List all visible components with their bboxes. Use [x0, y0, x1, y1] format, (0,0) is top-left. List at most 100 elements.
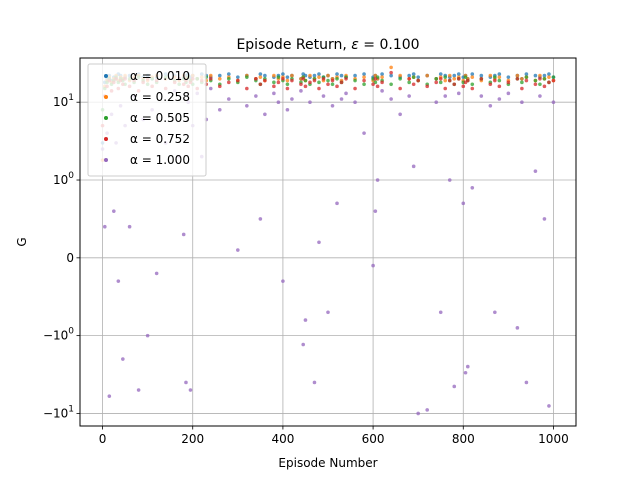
point-1000: [254, 94, 258, 98]
point-1000: [184, 380, 188, 385]
point-0010: [281, 72, 285, 76]
point-0752: [217, 84, 222, 89]
point-0505: [524, 75, 529, 79]
point-0010: [542, 73, 547, 78]
chart-title-prefix: Episode Return,: [236, 37, 351, 53]
legend-label: α = 0.752: [130, 132, 190, 146]
point-0258: [258, 75, 263, 79]
point-0752: [321, 76, 326, 81]
point-0010: [258, 72, 263, 76]
legend-label: α = 1.000: [130, 153, 190, 167]
point-1000: [276, 100, 281, 105]
point-0010: [438, 72, 443, 76]
point-1000: [330, 103, 335, 108]
point-1000: [208, 86, 213, 91]
point-0505: [330, 82, 335, 87]
point-0752: [303, 84, 308, 89]
point-0752: [312, 78, 317, 83]
legend-marker: [104, 158, 108, 162]
point-0752: [443, 86, 448, 91]
chart-title-suffix: = 0.100: [359, 37, 420, 53]
point-1000: [181, 232, 186, 237]
point-0752: [461, 84, 466, 89]
point-1000: [542, 217, 547, 221]
point-0258: [547, 75, 551, 79]
point-1000: [533, 169, 538, 173]
point-0752: [344, 76, 348, 81]
point-0258: [425, 73, 430, 78]
point-0752: [208, 76, 213, 81]
point-0752: [407, 76, 411, 81]
point-0752: [326, 82, 330, 87]
y-axis-title: G: [15, 237, 29, 246]
point-0752: [380, 80, 384, 85]
point-1000: [488, 103, 493, 108]
point-0752: [290, 78, 294, 83]
point-1000: [285, 107, 290, 112]
point-1000: [520, 100, 524, 105]
point-0010: [353, 73, 357, 78]
point-0010: [452, 73, 457, 78]
point-0505: [538, 82, 542, 87]
point-0258: [452, 76, 457, 81]
point-0505: [272, 80, 276, 85]
point-1000: [375, 178, 380, 182]
x-tick-label: 1000: [538, 432, 569, 446]
legend-marker: [104, 95, 108, 99]
point-0752: [362, 78, 366, 83]
point-1000: [380, 89, 384, 93]
point-0752: [551, 78, 556, 83]
point-1000: [116, 279, 121, 283]
point-0505: [398, 76, 402, 81]
point-1000: [312, 380, 317, 385]
point-0752: [524, 78, 529, 83]
chart-title: Episode Return, ε = 0.100: [236, 37, 419, 53]
point-0505: [533, 78, 538, 83]
point-0752: [506, 80, 511, 85]
point-0505: [497, 78, 502, 83]
point-1000: [188, 388, 193, 392]
point-0752: [470, 86, 475, 91]
point-0258: [497, 75, 502, 79]
point-0752: [371, 82, 375, 87]
legend-label: α = 0.010: [130, 69, 190, 83]
point-0752: [425, 84, 430, 89]
point-0752: [373, 76, 378, 81]
point-0505: [470, 82, 475, 87]
point-1000: [461, 201, 466, 206]
y-tick-label: 0: [66, 251, 74, 265]
point-1000: [411, 164, 416, 169]
y-tick-label: 100: [53, 171, 74, 187]
point-0752: [263, 78, 267, 83]
point-1000: [326, 310, 330, 315]
point-0505: [317, 80, 321, 85]
point-0010: [470, 72, 475, 76]
point-0258: [285, 78, 290, 83]
point-0752: [438, 76, 443, 81]
point-0752: [538, 76, 542, 81]
point-0752: [434, 80, 439, 85]
point-1000: [236, 248, 240, 252]
point-0258: [470, 75, 475, 79]
point-0258: [362, 75, 366, 79]
point-0752: [245, 86, 249, 91]
point-0752: [281, 76, 285, 81]
point-0010: [263, 73, 267, 78]
plot-frame: [79, 57, 577, 427]
x-axis-ticks: 0 200 400 600 800 1000: [99, 426, 569, 446]
point-1000: [524, 380, 529, 385]
x-tick-label: 0: [99, 432, 107, 446]
point-1000: [121, 357, 125, 361]
point-0752: [515, 76, 520, 81]
point-0258: [443, 78, 448, 83]
point-1000: [308, 100, 312, 105]
point-1000: [506, 91, 511, 96]
legend-marker: [104, 74, 108, 78]
point-1000: [299, 89, 303, 93]
point-0258: [308, 73, 312, 78]
point-1000: [443, 94, 448, 98]
point-1000: [258, 217, 263, 221]
point-0010: [317, 72, 321, 76]
point-0752: [272, 84, 276, 89]
